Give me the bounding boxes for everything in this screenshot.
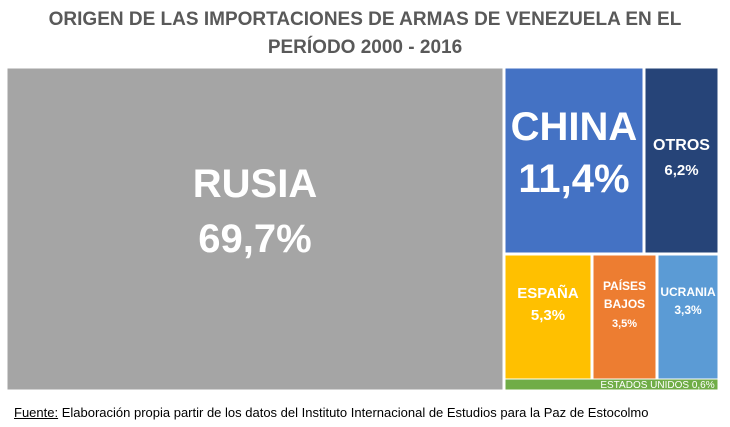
source-text: Elaboración propia partir de los datos d… <box>58 405 649 420</box>
treemap-block <box>6 67 504 391</box>
treemap-label: BAJOS <box>604 297 645 311</box>
treemap-label: UCRANIA <box>660 285 716 299</box>
treemap-block <box>504 67 644 254</box>
treemap-rect <box>657 254 719 380</box>
treemap-value-label: 69,7% <box>198 217 311 261</box>
treemap-label: CHINA <box>511 105 638 149</box>
treemap-block <box>592 254 657 380</box>
chart-title-line-2: PERÍODO 2000 - 2016 <box>267 37 463 58</box>
treemap-rect <box>644 67 719 254</box>
treemap-rect <box>592 254 657 380</box>
treemap-rect <box>504 67 644 254</box>
treemap-value-label: 11,4% <box>518 157 629 201</box>
treemap-value-label: 5,3% <box>531 307 565 324</box>
treemap-label: ESTADOS UNIDOS 0,6% <box>600 380 714 391</box>
treemap-rect <box>504 254 592 380</box>
treemap-value-label: 6,2% <box>664 162 698 179</box>
source-label: Fuente: <box>14 405 59 420</box>
treemap-value-label: 3,3% <box>674 303 702 317</box>
treemap-label: PAÍSES <box>603 278 646 293</box>
treemap-rect <box>6 67 504 391</box>
treemap-block <box>504 378 719 391</box>
treemap-label: RUSIA <box>193 162 317 206</box>
source-note: Fuente: Elaboración propia partir de los… <box>14 405 649 420</box>
chart-title: ORIGEN DE LAS IMPORTACIONES DE ARMAS DE … <box>0 6 730 62</box>
treemap-block <box>644 67 719 254</box>
treemap-rect <box>504 378 719 391</box>
treemap-label: OTROS <box>653 137 710 154</box>
treemap-block <box>657 254 719 380</box>
treemap-value-label: 3,5% <box>612 318 637 330</box>
chart-title-line-1: ORIGEN DE LAS IMPORTACIONES DE ARMAS DE … <box>48 9 682 30</box>
treemap-label: ESPAÑA <box>517 284 579 302</box>
treemap-block <box>504 254 592 380</box>
